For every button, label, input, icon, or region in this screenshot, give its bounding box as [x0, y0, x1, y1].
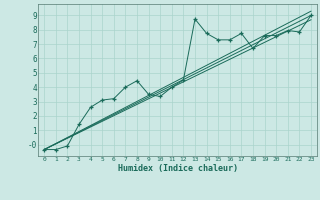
- X-axis label: Humidex (Indice chaleur): Humidex (Indice chaleur): [118, 164, 238, 173]
